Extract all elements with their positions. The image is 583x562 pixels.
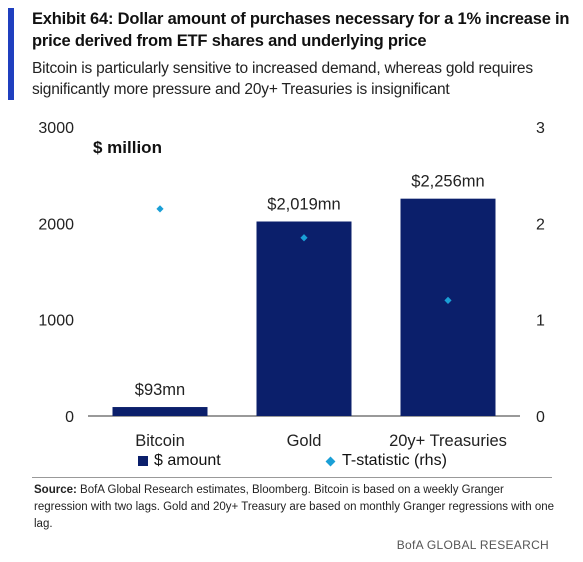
y-left-tick-label: 2000 [38,216,74,233]
tstat-point [300,234,308,242]
bar-data-label: $93mn [135,381,185,399]
legend-label-tstat: T-statistic (rhs) [342,452,447,469]
source-note: Source: BofA Global Research estimates, … [34,482,559,533]
bar [256,221,352,416]
chart-title: Exhibit 64: Dollar amount of purchases n… [32,10,570,50]
bar [112,407,208,416]
legend-label-amount: $ amount [154,452,221,469]
y-right-tick-label: 3 [536,120,545,137]
chart-axes: 0 1000 2000 3000 0 1 2 3 [38,120,545,426]
x-tick-label: 20y+ Treasuries [389,432,507,450]
source-text: BofA Global Research estimates, Bloomber… [34,484,555,530]
x-tick-label: Bitcoin [135,432,185,450]
legend-item-amount: $ amount [138,452,221,470]
legend-swatch-bar [138,456,148,466]
tstat-point [156,205,164,213]
y-left-tick-label: 3000 [38,120,74,137]
bar-data-label: $2,256mn [411,173,484,191]
y-left-tick-label: 0 [65,409,74,426]
bar-data-label: $2,019mn [267,196,340,214]
legend-swatch-diamond [325,456,336,466]
source-label: Source: [34,484,77,496]
chart-labels: $93mn Bitcoin $2,019mn Gold $2,256mn 20y+ Tre… [135,173,507,450]
x-tick-label: Gold [287,432,322,450]
y-right-tick-label: 0 [536,409,545,426]
y-right-tick-label: 2 [536,216,545,233]
tstat-series [156,205,452,304]
brand-mark: BofA GLOBAL RESEARCH [396,538,549,552]
unit-label: $ million [93,138,162,157]
chart-subtitle: Bitcoin is particularly sensitive to inc… [32,60,533,98]
legend-item-tstat: T-statistic (rhs) [325,452,447,470]
footer-rule [32,477,552,478]
tstat-point [444,296,452,304]
y-right-tick-label: 1 [536,313,545,330]
bar [400,198,496,416]
title-accent-bar [8,8,14,100]
y-left-tick-label: 1000 [38,313,74,330]
bar-series [112,198,496,416]
